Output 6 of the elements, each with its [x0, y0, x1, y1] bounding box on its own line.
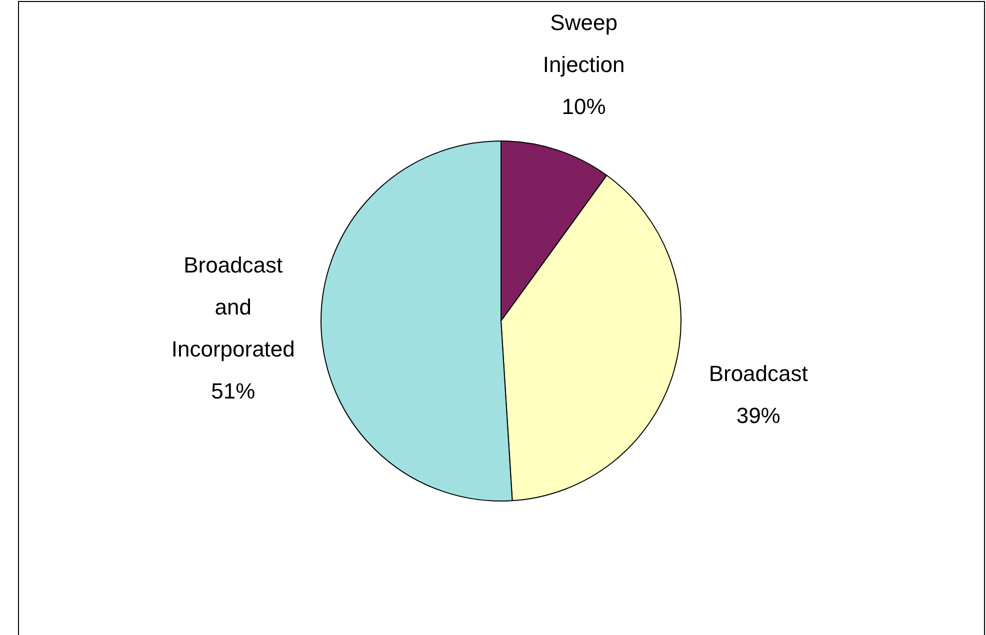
slice-label: Broadcast and Incorporated [171, 252, 295, 362]
slice-label: Sweep Injection [542, 10, 625, 77]
slice-label: Broadcast [708, 360, 808, 386]
data-label: 39% [736, 402, 780, 428]
data-label: 51% [211, 378, 256, 404]
data-label: 10% [562, 94, 606, 119]
